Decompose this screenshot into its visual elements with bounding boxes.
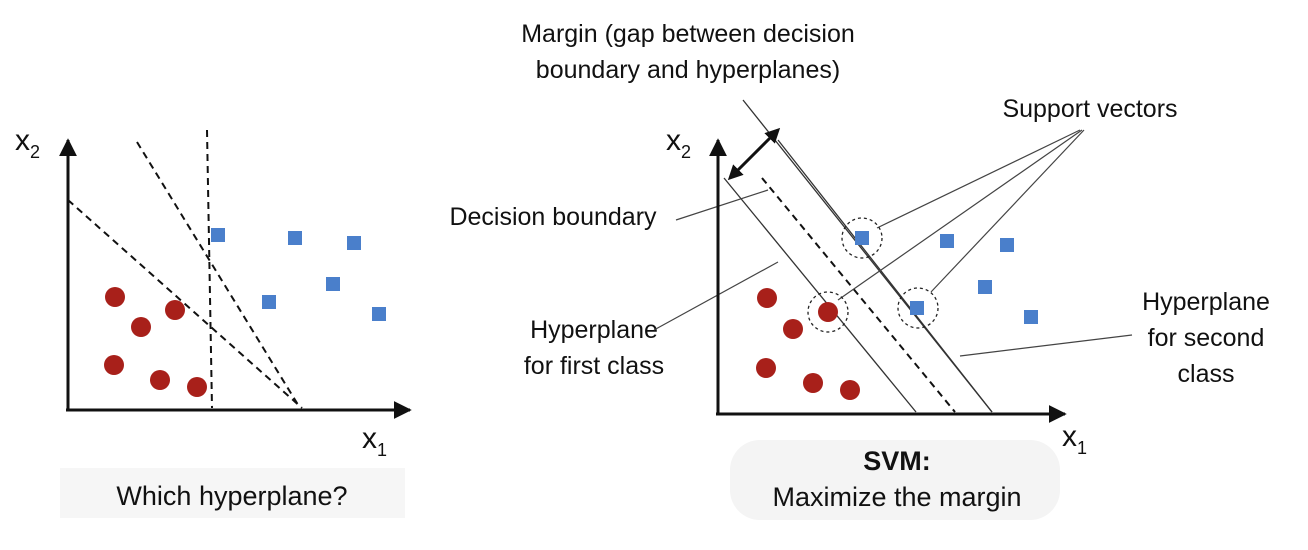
class-b-support-vector xyxy=(855,231,869,245)
class-b-point xyxy=(211,228,225,242)
class-b-point xyxy=(940,234,954,248)
candidate-hyperplane-2 xyxy=(136,141,301,409)
class-a-point xyxy=(840,380,860,400)
class-b-point xyxy=(978,280,992,294)
margin-label-line2: boundary and hyperplanes) xyxy=(536,56,840,84)
hyperplane-second-label-line3: class xyxy=(1178,360,1235,388)
decision-boundary-label: Decision boundary xyxy=(449,203,657,231)
class-b-support-vector xyxy=(910,301,924,315)
support-vector-leader xyxy=(837,129,1083,301)
class-b-point xyxy=(262,295,276,309)
right-caption: Maximize the margin xyxy=(772,482,1021,512)
class-b-point xyxy=(326,277,340,291)
class-a-point xyxy=(165,300,185,320)
class-b-point xyxy=(288,231,302,245)
support-vector-leader xyxy=(930,129,1085,293)
left-panel: x2 x1 Which hyperplane? xyxy=(15,124,412,518)
hyperplane-first-label-line1: Hyperplane xyxy=(530,316,658,344)
class-a-point xyxy=(757,288,777,308)
class-a-point xyxy=(756,358,776,378)
right-caption-bold: SVM: xyxy=(863,446,931,476)
class-a-point xyxy=(105,287,125,307)
class-a-point xyxy=(783,319,803,339)
hyperplane-second-label-line1: Hyperplane xyxy=(1142,288,1270,316)
margin-label-line1: Margin (gap between decision xyxy=(521,20,855,48)
support-vector-leader xyxy=(876,129,1081,229)
support-vector-ring xyxy=(807,291,849,333)
margin-arrow xyxy=(727,127,781,181)
class-a-point xyxy=(803,373,823,393)
class-b-point xyxy=(1000,238,1014,252)
class-b-point xyxy=(372,307,386,321)
hyperplane-first-leader xyxy=(653,261,779,331)
candidate-hyperplane-3 xyxy=(206,129,213,409)
right-panel: Margin (gap between decision boundary an… xyxy=(449,20,1270,520)
hyperplane-first-class xyxy=(723,177,917,413)
right-caption-background xyxy=(730,440,1060,520)
left-caption: Which hyperplane? xyxy=(116,481,347,511)
left-caption-background xyxy=(60,468,405,518)
class-a-point xyxy=(187,377,207,397)
class-a-point xyxy=(150,370,170,390)
right-x-axis-label: x1 xyxy=(1062,420,1087,458)
candidate-hyperplane-1 xyxy=(67,199,303,409)
hyperplane-second-leader xyxy=(959,334,1133,357)
hyperplane-second-class-extension xyxy=(777,139,993,413)
left-y-axis-label: x2 xyxy=(15,124,40,162)
decision-boundary-leader xyxy=(675,189,769,221)
class-a-point xyxy=(131,317,151,337)
left-x-axis-label: x1 xyxy=(362,422,387,460)
decision-boundary xyxy=(761,177,956,413)
support-vectors-label: Support vectors xyxy=(1002,95,1177,123)
support-vector-ring xyxy=(841,217,883,259)
support-vector-ring xyxy=(897,287,939,329)
class-b-point xyxy=(347,236,361,250)
class-a-point xyxy=(104,355,124,375)
hyperplane-first-label-line2: for first class xyxy=(524,352,664,380)
class-b-point xyxy=(1024,310,1038,324)
right-y-axis-label: x2 xyxy=(666,124,691,162)
class-a-support-vector xyxy=(818,302,838,322)
hyperplane-second-label-line2: for second xyxy=(1148,324,1265,352)
